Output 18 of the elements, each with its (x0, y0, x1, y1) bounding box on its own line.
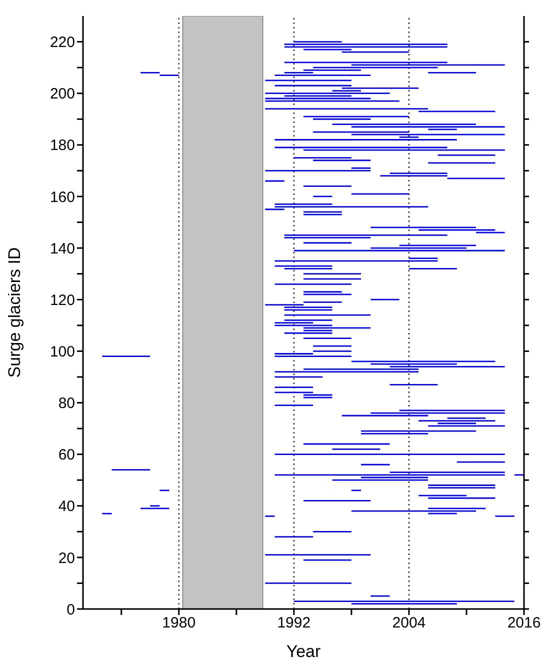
y-tick-label: 100 (50, 344, 75, 360)
y-tick-label: 40 (58, 498, 75, 516)
x-axis-title: Year (286, 642, 322, 661)
y-tick-label: 180 (50, 137, 75, 154)
y-tick-label: 140 (50, 240, 75, 258)
y-tick-label: 220 (50, 34, 75, 52)
x-tick-label: 2016 (507, 614, 541, 632)
x-tick-label: 1980 (162, 614, 196, 632)
y-tick-label: 160 (50, 188, 75, 206)
x-tick-label: 1992 (277, 614, 311, 632)
y-axis-title: Surge glaciers ID (5, 247, 24, 378)
y-tick-label: 120 (50, 292, 75, 309)
y-tick-label: 20 (58, 550, 75, 567)
y-tick-label: 0 (66, 601, 75, 618)
y-tick-label: 200 (50, 86, 75, 103)
y-tick-label: 60 (58, 446, 75, 464)
y-tick-label: 80 (58, 395, 75, 412)
x-tick-label: 2004 (392, 614, 426, 632)
